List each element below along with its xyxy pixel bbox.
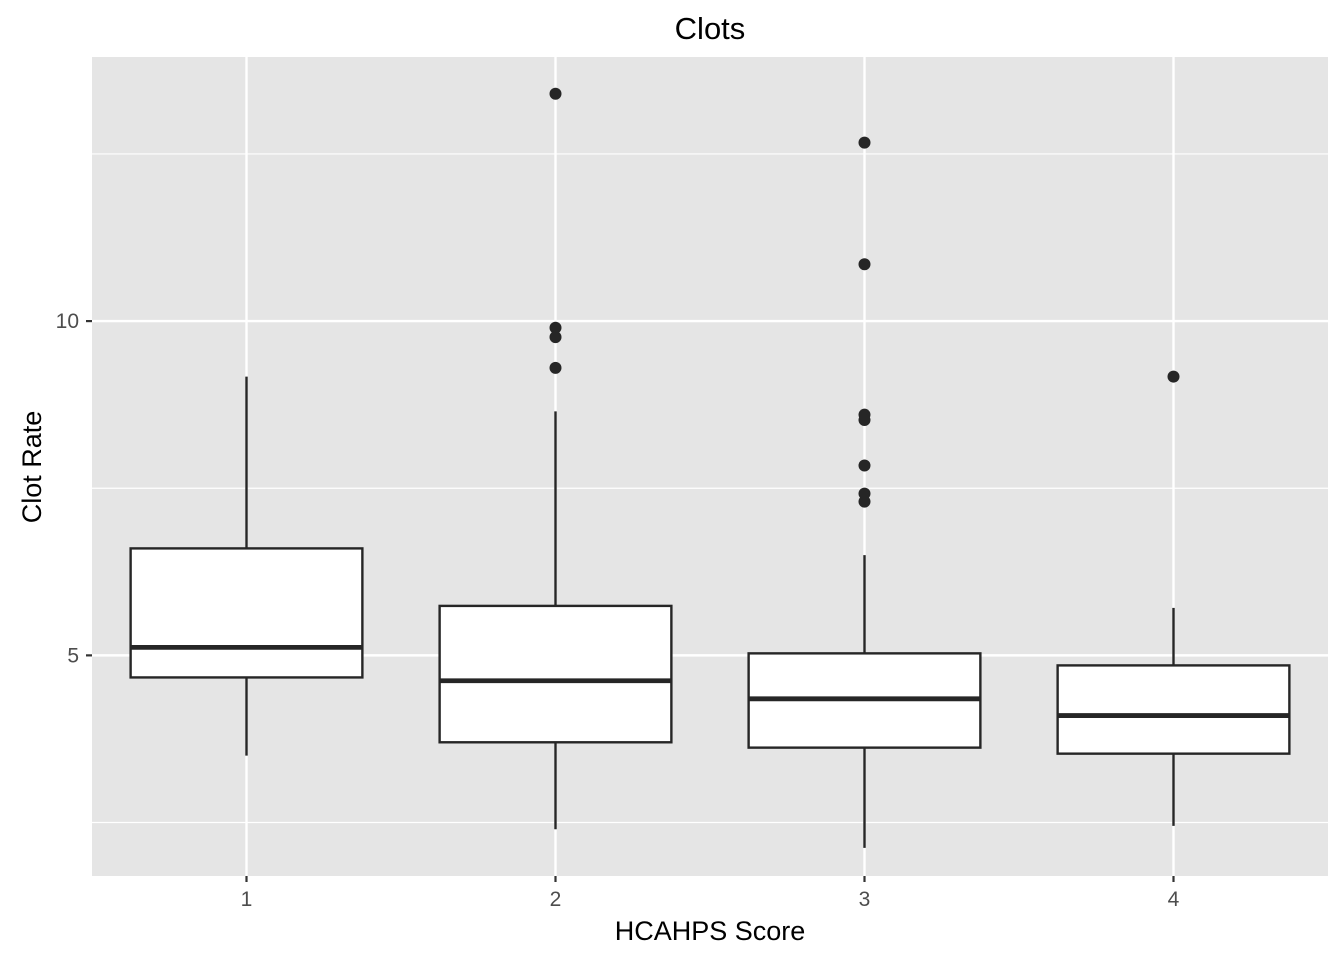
outlier-point: [1167, 370, 1180, 383]
y-axis-title: Clot Rate: [17, 411, 47, 524]
box-group-2: [438, 87, 673, 830]
x-tick-label: 1: [241, 888, 253, 911]
x-axis-title: HCAHPS Score: [615, 916, 806, 946]
x-tick-label: 4: [1168, 888, 1180, 911]
outlier-point: [858, 258, 871, 271]
outlier-point: [858, 495, 871, 508]
outlier-point: [549, 331, 562, 344]
outlier-point: [549, 87, 562, 100]
box-iqr: [438, 604, 673, 744]
box-iqr: [129, 547, 364, 679]
box-layer: [129, 87, 1291, 848]
outlier-point: [858, 459, 871, 472]
x-tick-label: 2: [550, 888, 562, 911]
outlier-point: [549, 321, 562, 334]
y-tick-label: 10: [56, 310, 79, 333]
box-group-4: [1056, 370, 1291, 826]
outlier-point: [858, 136, 871, 149]
axes: 5 10 1 2 3 4: [56, 310, 1180, 911]
box-group-1: [129, 376, 364, 756]
chart-title: Clots: [675, 11, 746, 46]
box-group-3: [747, 136, 982, 848]
x-tick-label: 3: [859, 888, 871, 911]
outlier-point: [549, 361, 562, 374]
box-iqr: [1056, 664, 1291, 755]
outlier-point: [858, 414, 871, 427]
y-tick-label: 5: [67, 644, 79, 667]
